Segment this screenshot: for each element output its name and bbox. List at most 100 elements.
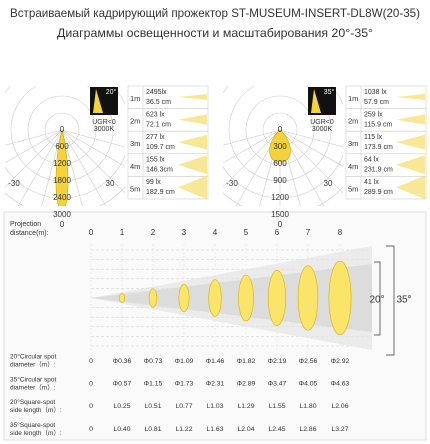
label: 1m: [130, 94, 140, 103]
label: Φ1.82: [237, 358, 256, 365]
label: L1.22: [175, 426, 192, 433]
row-beam: [178, 114, 207, 125]
label: 600: [273, 159, 287, 168]
label: L1.63: [206, 426, 223, 433]
light-spot: [328, 260, 352, 336]
label: 72.1 cm: [146, 121, 171, 128]
label: L0.81: [144, 426, 161, 433]
label: 20°: [369, 295, 384, 306]
polar-spoke: [17, 129, 63, 206]
label: 0: [278, 220, 283, 229]
row-box: [127, 176, 209, 200]
polar-spoke: [61, 129, 83, 206]
inner-bracket: [374, 261, 381, 336]
label: L2.04: [237, 426, 254, 433]
label: 5m: [348, 184, 358, 193]
label: -30: [226, 179, 238, 188]
label: 0: [89, 403, 93, 410]
label: UGR<0: [92, 119, 116, 126]
label: 8: [338, 228, 343, 237]
label: Φ2.31: [206, 380, 225, 387]
label: 30: [324, 179, 333, 188]
label: 109.7 cm: [146, 144, 175, 151]
label: Φ2.19: [268, 358, 287, 365]
light-spot: [267, 270, 286, 326]
label: L2.06: [331, 403, 348, 410]
polar-spoke: [5, 129, 63, 164]
label: 99 lx: [146, 179, 161, 186]
label: 2m: [130, 117, 140, 126]
label: 0: [89, 380, 93, 387]
row-box: [345, 176, 427, 200]
polar-spoke: [5, 129, 63, 146]
polar-spoke: [279, 129, 343, 148]
row-beam: [396, 94, 425, 100]
beam-icon-ray: [93, 89, 103, 113]
light-spot: [208, 279, 222, 317]
label: 3m: [130, 139, 140, 148]
label: 41 lx: [364, 179, 379, 186]
polar-spoke: [223, 129, 281, 164]
label: 1200: [53, 159, 71, 168]
polar-diagram: [223, 86, 343, 206]
row-beam: [178, 175, 207, 200]
label: 173.9 cm: [364, 144, 393, 151]
label: Φ4.63: [331, 380, 350, 387]
label: 30: [106, 179, 115, 188]
label: Φ2.92: [331, 358, 350, 365]
polar-spoke: [279, 129, 343, 194]
label: Φ4.05: [299, 380, 318, 387]
label: 5m: [130, 184, 140, 193]
label: 1500: [271, 210, 289, 219]
label: 3m: [348, 139, 358, 148]
row-beam: [178, 94, 207, 100]
polar-spoke: [5, 129, 63, 188]
label: Φ1.46: [206, 358, 225, 365]
subtitle: Диаграммы освещенности и масштабирования…: [57, 26, 373, 40]
light-spot: [148, 288, 158, 308]
label: L1.03: [206, 403, 223, 410]
title: Встраиваемый кадрирующий прожектор ST-MU…: [10, 6, 420, 20]
label: Φ3.47: [268, 380, 287, 387]
label: L3.27: [331, 426, 348, 433]
label: -30: [8, 179, 20, 188]
label: 115.9 cm: [364, 121, 392, 128]
label: side length（m）:: [10, 406, 62, 414]
beam-shape: [55, 129, 69, 206]
label: Φ1.73: [175, 380, 194, 387]
label: 155 lx: [146, 157, 165, 164]
polar-diagram: [5, 86, 125, 206]
row-beam: [178, 155, 207, 175]
label: L0.51: [144, 403, 161, 410]
label: diameter（m）:: [10, 383, 56, 391]
label: L1.29: [237, 403, 254, 410]
polar-spoke: [61, 129, 125, 148]
light-spot: [238, 274, 254, 322]
label: 3000K: [94, 126, 115, 133]
row-beam: [396, 155, 425, 175]
label: L0.40: [113, 426, 130, 433]
label: 0: [278, 125, 283, 134]
label: 36.5 cm: [146, 99, 171, 106]
light-spot: [178, 283, 190, 313]
label: 64 lx: [364, 157, 379, 164]
beam-icon-ray: [311, 89, 321, 113]
label: 231.9 cm: [364, 167, 393, 174]
light-spot: [119, 293, 126, 303]
polar-spoke: [61, 129, 107, 206]
label: 5: [244, 228, 249, 237]
polar-spoke: [61, 129, 125, 194]
label: Φ2.89: [237, 380, 256, 387]
label: L2.45: [268, 426, 285, 433]
label: 35°Circular spot: [10, 375, 57, 383]
label: 0: [89, 426, 93, 433]
label: Φ1.09: [175, 358, 194, 365]
label: 1200: [271, 193, 289, 202]
label: L2.86: [299, 426, 316, 433]
label: 4: [213, 228, 218, 237]
label: Φ2.56: [299, 358, 318, 365]
label: Φ0.36: [113, 358, 132, 365]
label: 146.3cm: [146, 167, 173, 174]
label: 2m: [348, 117, 358, 126]
